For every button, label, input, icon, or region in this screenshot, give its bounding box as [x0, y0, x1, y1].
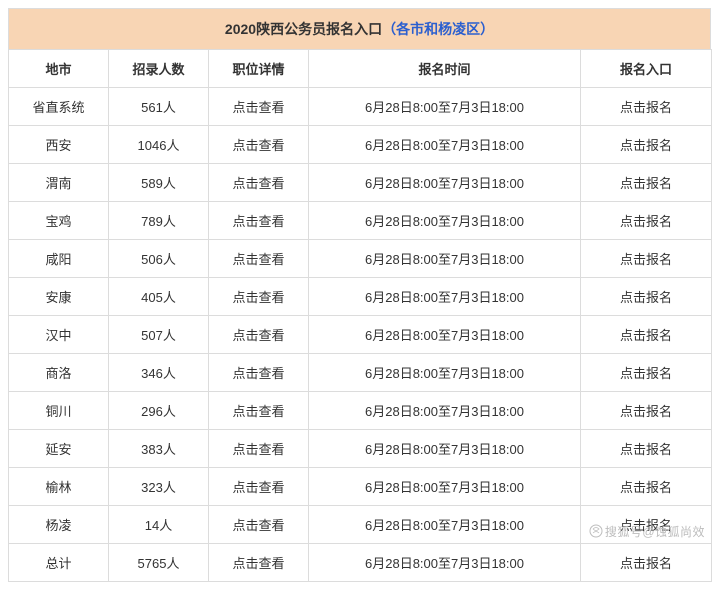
- cell-detail-link[interactable]: 点击查看: [209, 316, 309, 354]
- table-row: 铜川296人点击查看6月28日8:00至7月3日18:00点击报名: [9, 392, 712, 430]
- table-body: 省直系统561人点击查看6月28日8:00至7月3日18:00点击报名西安104…: [9, 88, 712, 582]
- cell-detail-link[interactable]: 点击查看: [209, 392, 309, 430]
- cell-entry-link[interactable]: 点击报名: [581, 202, 712, 240]
- cell-time: 6月28日8:00至7月3日18:00: [309, 468, 581, 506]
- cell-count: 561人: [109, 88, 209, 126]
- table-row: 榆林323人点击查看6月28日8:00至7月3日18:00点击报名: [9, 468, 712, 506]
- cell-entry-link[interactable]: 点击报名: [581, 392, 712, 430]
- cell-entry-link[interactable]: 点击报名: [581, 278, 712, 316]
- cell-entry-link[interactable]: 点击报名: [581, 240, 712, 278]
- cell-city: 汉中: [9, 316, 109, 354]
- cell-entry-link[interactable]: 点击报名: [581, 544, 712, 582]
- table-row: 渭南589人点击查看6月28日8:00至7月3日18:00点击报名: [9, 164, 712, 202]
- cell-entry-link[interactable]: 点击报名: [581, 126, 712, 164]
- cell-entry-link[interactable]: 点击报名: [581, 354, 712, 392]
- header-entry: 报名入口: [581, 50, 712, 88]
- cell-entry-link[interactable]: 点击报名: [581, 164, 712, 202]
- cell-detail-link[interactable]: 点击查看: [209, 164, 309, 202]
- cell-count: 789人: [109, 202, 209, 240]
- cell-time: 6月28日8:00至7月3日18:00: [309, 392, 581, 430]
- cell-time: 6月28日8:00至7月3日18:00: [309, 430, 581, 468]
- cell-detail-link[interactable]: 点击查看: [209, 468, 309, 506]
- table-row: 咸阳506人点击查看6月28日8:00至7月3日18:00点击报名: [9, 240, 712, 278]
- cell-detail-link[interactable]: 点击查看: [209, 202, 309, 240]
- cell-detail-link[interactable]: 点击查看: [209, 544, 309, 582]
- header-count: 招录人数: [109, 50, 209, 88]
- cell-detail-link[interactable]: 点击查看: [209, 126, 309, 164]
- table-header-row: 地市 招录人数 职位详情 报名时间 报名入口: [9, 50, 712, 88]
- title-bar: 2020陕西公务员报名入口（各市和杨凌区）: [8, 8, 711, 49]
- registration-table: 地市 招录人数 职位详情 报名时间 报名入口 省直系统561人点击查看6月28日…: [8, 49, 712, 582]
- table-row: 宝鸡789人点击查看6月28日8:00至7月3日18:00点击报名: [9, 202, 712, 240]
- cell-entry-link[interactable]: 点击报名: [581, 88, 712, 126]
- cell-detail-link[interactable]: 点击查看: [209, 506, 309, 544]
- table-row: 西安1046人点击查看6月28日8:00至7月3日18:00点击报名: [9, 126, 712, 164]
- cell-count: 506人: [109, 240, 209, 278]
- table-container: 2020陕西公务员报名入口（各市和杨凌区） 地市 招录人数 职位详情 报名时间 …: [8, 8, 711, 582]
- cell-detail-link[interactable]: 点击查看: [209, 240, 309, 278]
- table-row: 省直系统561人点击查看6月28日8:00至7月3日18:00点击报名: [9, 88, 712, 126]
- title-paren-close: ）: [480, 21, 494, 37]
- cell-entry-link[interactable]: 点击报名: [581, 468, 712, 506]
- title-paren-open: （: [382, 21, 396, 37]
- cell-entry-link[interactable]: 点击报名: [581, 430, 712, 468]
- cell-count: 296人: [109, 392, 209, 430]
- cell-detail-link[interactable]: 点击查看: [209, 430, 309, 468]
- cell-entry-link[interactable]: 点击报名: [581, 316, 712, 354]
- table-row: 安康405人点击查看6月28日8:00至7月3日18:00点击报名: [9, 278, 712, 316]
- cell-detail-link[interactable]: 点击查看: [209, 278, 309, 316]
- table-row: 总计5765人点击查看6月28日8:00至7月3日18:00点击报名: [9, 544, 712, 582]
- cell-time: 6月28日8:00至7月3日18:00: [309, 278, 581, 316]
- cell-city: 总计: [9, 544, 109, 582]
- cell-count: 589人: [109, 164, 209, 202]
- cell-city: 延安: [9, 430, 109, 468]
- cell-city: 榆林: [9, 468, 109, 506]
- cell-city: 安康: [9, 278, 109, 316]
- cell-time: 6月28日8:00至7月3日18:00: [309, 126, 581, 164]
- cell-time: 6月28日8:00至7月3日18:00: [309, 316, 581, 354]
- cell-city: 渭南: [9, 164, 109, 202]
- cell-count: 346人: [109, 354, 209, 392]
- cell-count: 383人: [109, 430, 209, 468]
- cell-time: 6月28日8:00至7月3日18:00: [309, 88, 581, 126]
- cell-city: 咸阳: [9, 240, 109, 278]
- cell-detail-link[interactable]: 点击查看: [209, 88, 309, 126]
- cell-time: 6月28日8:00至7月3日18:00: [309, 202, 581, 240]
- cell-time: 6月28日8:00至7月3日18:00: [309, 354, 581, 392]
- cell-count: 507人: [109, 316, 209, 354]
- cell-count: 1046人: [109, 126, 209, 164]
- title-region-link[interactable]: 各市和杨凌区: [396, 21, 480, 37]
- cell-time: 6月28日8:00至7月3日18:00: [309, 544, 581, 582]
- cell-entry-link[interactable]: 点击报名: [581, 506, 712, 544]
- title-prefix: 2020陕西公务员报名入口: [225, 21, 382, 37]
- cell-city: 杨凌: [9, 506, 109, 544]
- header-time: 报名时间: [309, 50, 581, 88]
- cell-city: 宝鸡: [9, 202, 109, 240]
- cell-city: 省直系统: [9, 88, 109, 126]
- table-row: 杨凌14人点击查看6月28日8:00至7月3日18:00点击报名: [9, 506, 712, 544]
- header-detail: 职位详情: [209, 50, 309, 88]
- cell-time: 6月28日8:00至7月3日18:00: [309, 164, 581, 202]
- table-row: 延安383人点击查看6月28日8:00至7月3日18:00点击报名: [9, 430, 712, 468]
- header-city: 地市: [9, 50, 109, 88]
- cell-count: 14人: [109, 506, 209, 544]
- cell-count: 5765人: [109, 544, 209, 582]
- cell-city: 西安: [9, 126, 109, 164]
- cell-detail-link[interactable]: 点击查看: [209, 354, 309, 392]
- table-row: 商洛346人点击查看6月28日8:00至7月3日18:00点击报名: [9, 354, 712, 392]
- cell-time: 6月28日8:00至7月3日18:00: [309, 506, 581, 544]
- cell-time: 6月28日8:00至7月3日18:00: [309, 240, 581, 278]
- cell-count: 405人: [109, 278, 209, 316]
- cell-city: 商洛: [9, 354, 109, 392]
- cell-city: 铜川: [9, 392, 109, 430]
- table-row: 汉中507人点击查看6月28日8:00至7月3日18:00点击报名: [9, 316, 712, 354]
- cell-count: 323人: [109, 468, 209, 506]
